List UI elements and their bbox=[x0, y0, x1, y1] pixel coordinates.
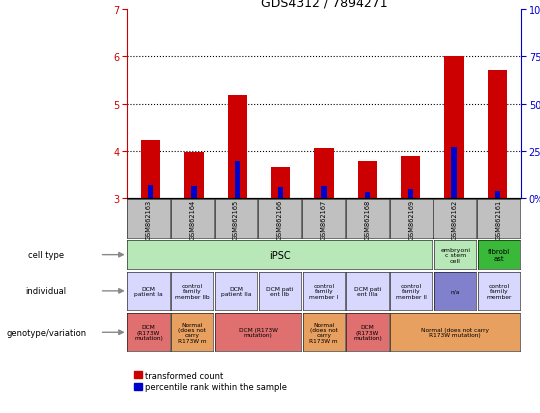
Legend: transformed count, percentile rank within the sample: transformed count, percentile rank withi… bbox=[131, 368, 291, 394]
Text: GSM862162: GSM862162 bbox=[452, 199, 458, 239]
Text: GSM862167: GSM862167 bbox=[321, 199, 327, 239]
Text: n/a: n/a bbox=[450, 289, 460, 294]
Text: DCM (R173W
mutation): DCM (R173W mutation) bbox=[239, 327, 278, 338]
Text: embryoni
c stem
cell: embryoni c stem cell bbox=[440, 247, 470, 263]
Text: iPSC: iPSC bbox=[269, 250, 291, 260]
Bar bbox=[401, 157, 420, 198]
Text: GSM862161: GSM862161 bbox=[496, 199, 502, 239]
Text: control
family
member IIb: control family member IIb bbox=[175, 283, 210, 299]
Bar bbox=[364, 192, 370, 198]
Bar bbox=[321, 187, 327, 198]
Text: cell type: cell type bbox=[28, 251, 64, 259]
Text: DCM
patient IIa: DCM patient IIa bbox=[221, 286, 251, 297]
Bar bbox=[235, 161, 240, 198]
Text: Normal
(does not
carry
R173W m: Normal (does not carry R173W m bbox=[309, 322, 338, 343]
Text: GSM862165: GSM862165 bbox=[233, 199, 239, 239]
Text: GSM862164: GSM862164 bbox=[189, 199, 195, 239]
Bar bbox=[271, 168, 291, 198]
Bar bbox=[314, 149, 334, 198]
Text: DCM
(R173W
mutation): DCM (R173W mutation) bbox=[353, 325, 382, 340]
Text: DCM
patient Ia: DCM patient Ia bbox=[134, 286, 163, 297]
Text: GSM862168: GSM862168 bbox=[364, 199, 370, 239]
Text: genotype/variation: genotype/variation bbox=[6, 328, 86, 337]
Bar bbox=[495, 191, 500, 198]
Bar bbox=[141, 141, 160, 198]
Bar bbox=[451, 147, 456, 198]
Text: Normal (does not carry
R173W mutation): Normal (does not carry R173W mutation) bbox=[421, 327, 489, 338]
Text: DCM pati
ent IIb: DCM pati ent IIb bbox=[266, 286, 294, 297]
Text: individual: individual bbox=[25, 287, 67, 296]
Bar bbox=[192, 187, 197, 198]
Bar bbox=[148, 186, 153, 198]
Bar bbox=[228, 96, 247, 198]
Text: control
family
member II: control family member II bbox=[396, 283, 427, 299]
Bar bbox=[184, 152, 204, 198]
Text: control
family
member: control family member bbox=[486, 283, 512, 299]
Bar bbox=[357, 161, 377, 198]
Bar bbox=[488, 71, 507, 198]
Title: GDS4312 / 7894271: GDS4312 / 7894271 bbox=[261, 0, 387, 9]
Text: GSM862169: GSM862169 bbox=[408, 199, 414, 239]
Text: DCM pati
ent IIIa: DCM pati ent IIIa bbox=[354, 286, 381, 297]
Text: Normal
(does not
carry
R173W m: Normal (does not carry R173W m bbox=[178, 322, 207, 343]
Bar bbox=[278, 188, 284, 198]
Text: GSM862166: GSM862166 bbox=[277, 199, 283, 239]
Text: DCM
(R173W
mutation): DCM (R173W mutation) bbox=[134, 325, 163, 340]
Text: control
family
member I: control family member I bbox=[309, 283, 338, 299]
Bar bbox=[444, 56, 464, 198]
Text: GSM862163: GSM862163 bbox=[145, 199, 151, 239]
Text: fibrobl
ast: fibrobl ast bbox=[488, 249, 510, 261]
Bar bbox=[408, 190, 413, 198]
